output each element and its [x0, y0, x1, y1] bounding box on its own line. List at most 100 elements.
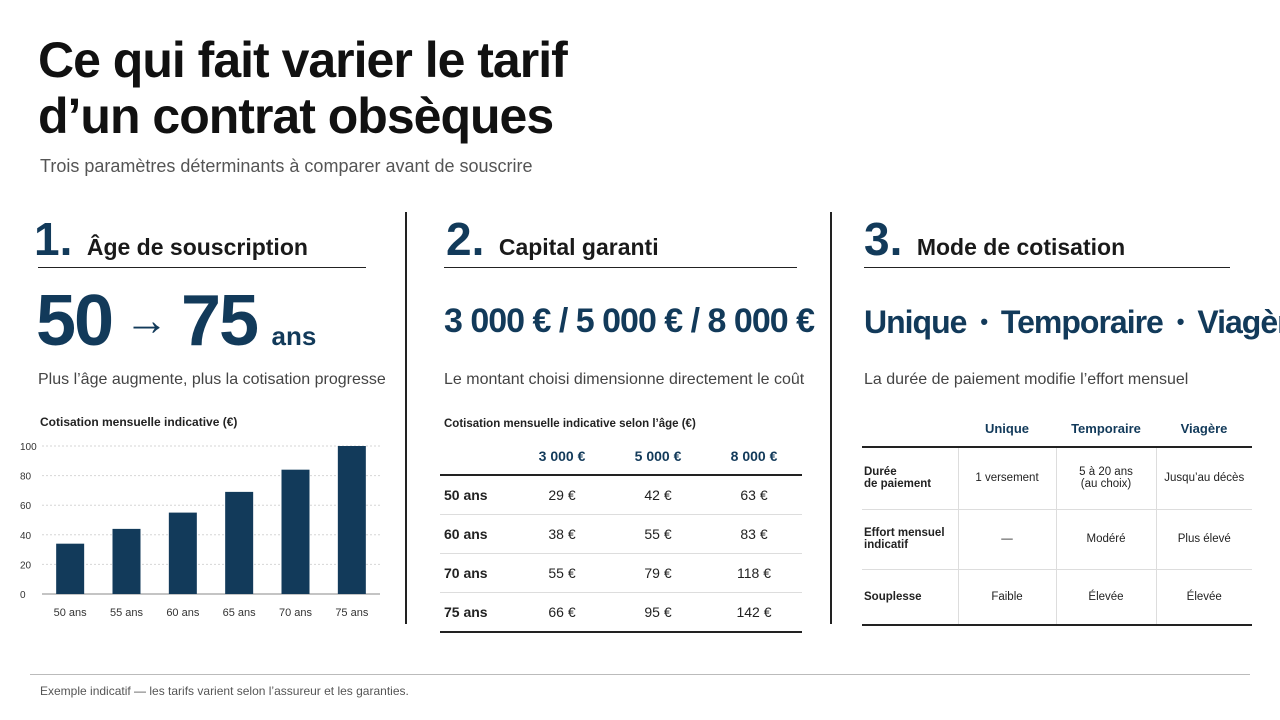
table-cell: 118 € [706, 553, 802, 593]
section2-number: 2. [446, 213, 485, 265]
section1-number: 1. [34, 213, 73, 265]
chart-bar [168, 512, 197, 594]
table-row: 60 ans 38 € 55 € 83 € [440, 514, 802, 554]
capital-col-8000: 8 000 € [730, 448, 778, 464]
section2-table-title: Cotisation mensuelle indicative selon l’… [444, 418, 696, 430]
payment-col-unique: Unique [984, 420, 1030, 436]
age-bar-chart: 0 20 40 60 80 100 50 ans 55 ans 60 ans 65 ans 70 a… [20, 442, 380, 619]
row-label: 75 ans [440, 592, 514, 633]
table-cell: Jusqu’au décès [1155, 446, 1252, 509]
section1-age-range: 50 → 75 ans [36, 280, 316, 362]
x-tick-label: 65 ans [223, 607, 257, 619]
section2-rule [444, 267, 797, 268]
row-label: Souplesse [862, 568, 958, 626]
chart-bar [112, 528, 141, 594]
table-cell: 79 € [610, 553, 706, 593]
y-tick-label: 40 [20, 531, 32, 542]
row-label: 60 ans [440, 514, 514, 554]
table-cell: 55 € [514, 553, 610, 593]
x-tick-label: 55 ans [110, 607, 144, 619]
chart-bar [337, 446, 366, 594]
page-title-line2: d’un contrat obsèques [38, 88, 554, 144]
x-tick-label: 50 ans [54, 607, 88, 619]
footer-note: Exemple indicatif — les tarifs varient s… [40, 684, 409, 698]
section2-title: Capital garanti [498, 234, 659, 260]
section3-number: 3. [864, 213, 903, 265]
table-cell: Élevée [1155, 568, 1252, 626]
x-tick-label: 75 ans [335, 607, 369, 619]
table-row: Souplesse Faible Élevée Élevée [862, 568, 1252, 626]
section3-description: La durée de paiement modifie l’effort me… [864, 371, 1189, 388]
section1-description: Plus l’âge augmente, plus la cotisation … [38, 371, 386, 388]
age-from: 50 [36, 281, 114, 361]
table-cell: 95 € [610, 592, 706, 633]
table-cell: 83 € [706, 514, 802, 554]
x-tick-label: 60 ans [166, 607, 200, 619]
y-tick-label: 60 [20, 501, 32, 512]
row-label: 50 ans [440, 474, 514, 515]
y-tick-label: 0 [20, 590, 26, 601]
row-label: Durée de paiement [862, 446, 958, 509]
payment-table-corner [862, 410, 958, 447]
mode-viagere: Viagère [1197, 304, 1280, 340]
mode-unique: Unique [864, 304, 967, 340]
capital-table-header: 3 000 € 5 000 € 8 000 € [440, 438, 802, 475]
capital-table-corner [440, 438, 514, 475]
table-cell: 29 € [514, 474, 610, 515]
page-subtitle: Trois paramètres déterminants à comparer… [40, 156, 533, 176]
bullet-separator: • [980, 309, 988, 334]
capital-col-5000: 5 000 € [634, 448, 682, 464]
payment-mode-table: Unique Temporaire Viagère Durée de paiem… [862, 410, 1252, 626]
section1-heading: 1. Âge de souscription [34, 212, 308, 266]
chart-bar [56, 543, 85, 594]
payment-modes: Unique • Temporaire • Viagère [864, 304, 1280, 341]
capital-options: 3 000 € / 5 000 € / 8 000 € [444, 302, 815, 340]
page-title-line1: Ce qui fait varier le tarif [38, 32, 568, 88]
chart-title: Cotisation mensuelle indicative (€) [40, 415, 238, 429]
row-label: 70 ans [440, 553, 514, 593]
table-cell: 5 à 20 ans (au choix) [1055, 446, 1156, 509]
payment-col-viagere: Viagère [1180, 420, 1228, 436]
mode-temporaire: Temporaire [1000, 304, 1164, 340]
table-row: Durée de paiement 1 versement 5 à 20 ans… [862, 446, 1252, 509]
section2-heading: 2. Capital garanti [446, 212, 659, 266]
bullet-separator: • [1176, 309, 1185, 334]
table-cell: 66 € [514, 592, 610, 633]
table-cell: 42 € [610, 474, 706, 515]
table-row: 75 ans 66 € 95 € 142 € [440, 592, 802, 633]
table-row: 50 ans 29 € 42 € 63 € [440, 474, 802, 515]
x-tick-label: 70 ans [279, 607, 313, 619]
page-title: Ce qui fait varier le tarif d’un contrat… [38, 32, 738, 144]
age-to: 75 [181, 281, 259, 361]
capital-col-3000: 3 000 € [538, 448, 586, 464]
table-row: 70 ans 55 € 79 € 118 € [440, 553, 802, 593]
table-cell: Modéré [1055, 508, 1156, 569]
table-cell: Plus élevé [1155, 508, 1252, 569]
chart-bar [225, 491, 254, 594]
arrow-icon: → [124, 296, 169, 345]
section3-heading: 3. Mode de cotisation [864, 212, 1125, 266]
chart-bar [281, 469, 310, 594]
section1-title: Âge de souscription [86, 234, 308, 260]
table-cell: Élevée [1055, 568, 1156, 626]
table-cell: Faible [957, 568, 1056, 626]
section2-description: Le montant choisi dimensionne directemen… [444, 371, 805, 388]
section3-rule [864, 267, 1230, 268]
column-divider-2 [830, 212, 832, 624]
row-label: Effort mensuel indicatif [862, 508, 958, 569]
table-cell: 38 € [514, 514, 610, 554]
payment-table-header: Unique Temporaire Viagère [862, 410, 1252, 447]
section3-title: Mode de cotisation [916, 234, 1126, 260]
payment-col-temporaire: Temporaire [1071, 420, 1141, 436]
y-tick-label: 100 [20, 442, 37, 453]
table-cell: 142 € [706, 592, 802, 633]
y-tick-label: 80 [20, 472, 32, 483]
footer-divider [30, 674, 1250, 675]
section1-rule [38, 267, 366, 268]
table-row: Effort mensuel indicatif — Modéré Plus é… [862, 508, 1252, 569]
table-cell: 1 versement [957, 446, 1056, 509]
table-cell: 63 € [706, 474, 802, 515]
y-tick-label: 20 [20, 560, 32, 571]
column-divider-1 [405, 212, 407, 624]
table-cell: — [957, 508, 1056, 569]
